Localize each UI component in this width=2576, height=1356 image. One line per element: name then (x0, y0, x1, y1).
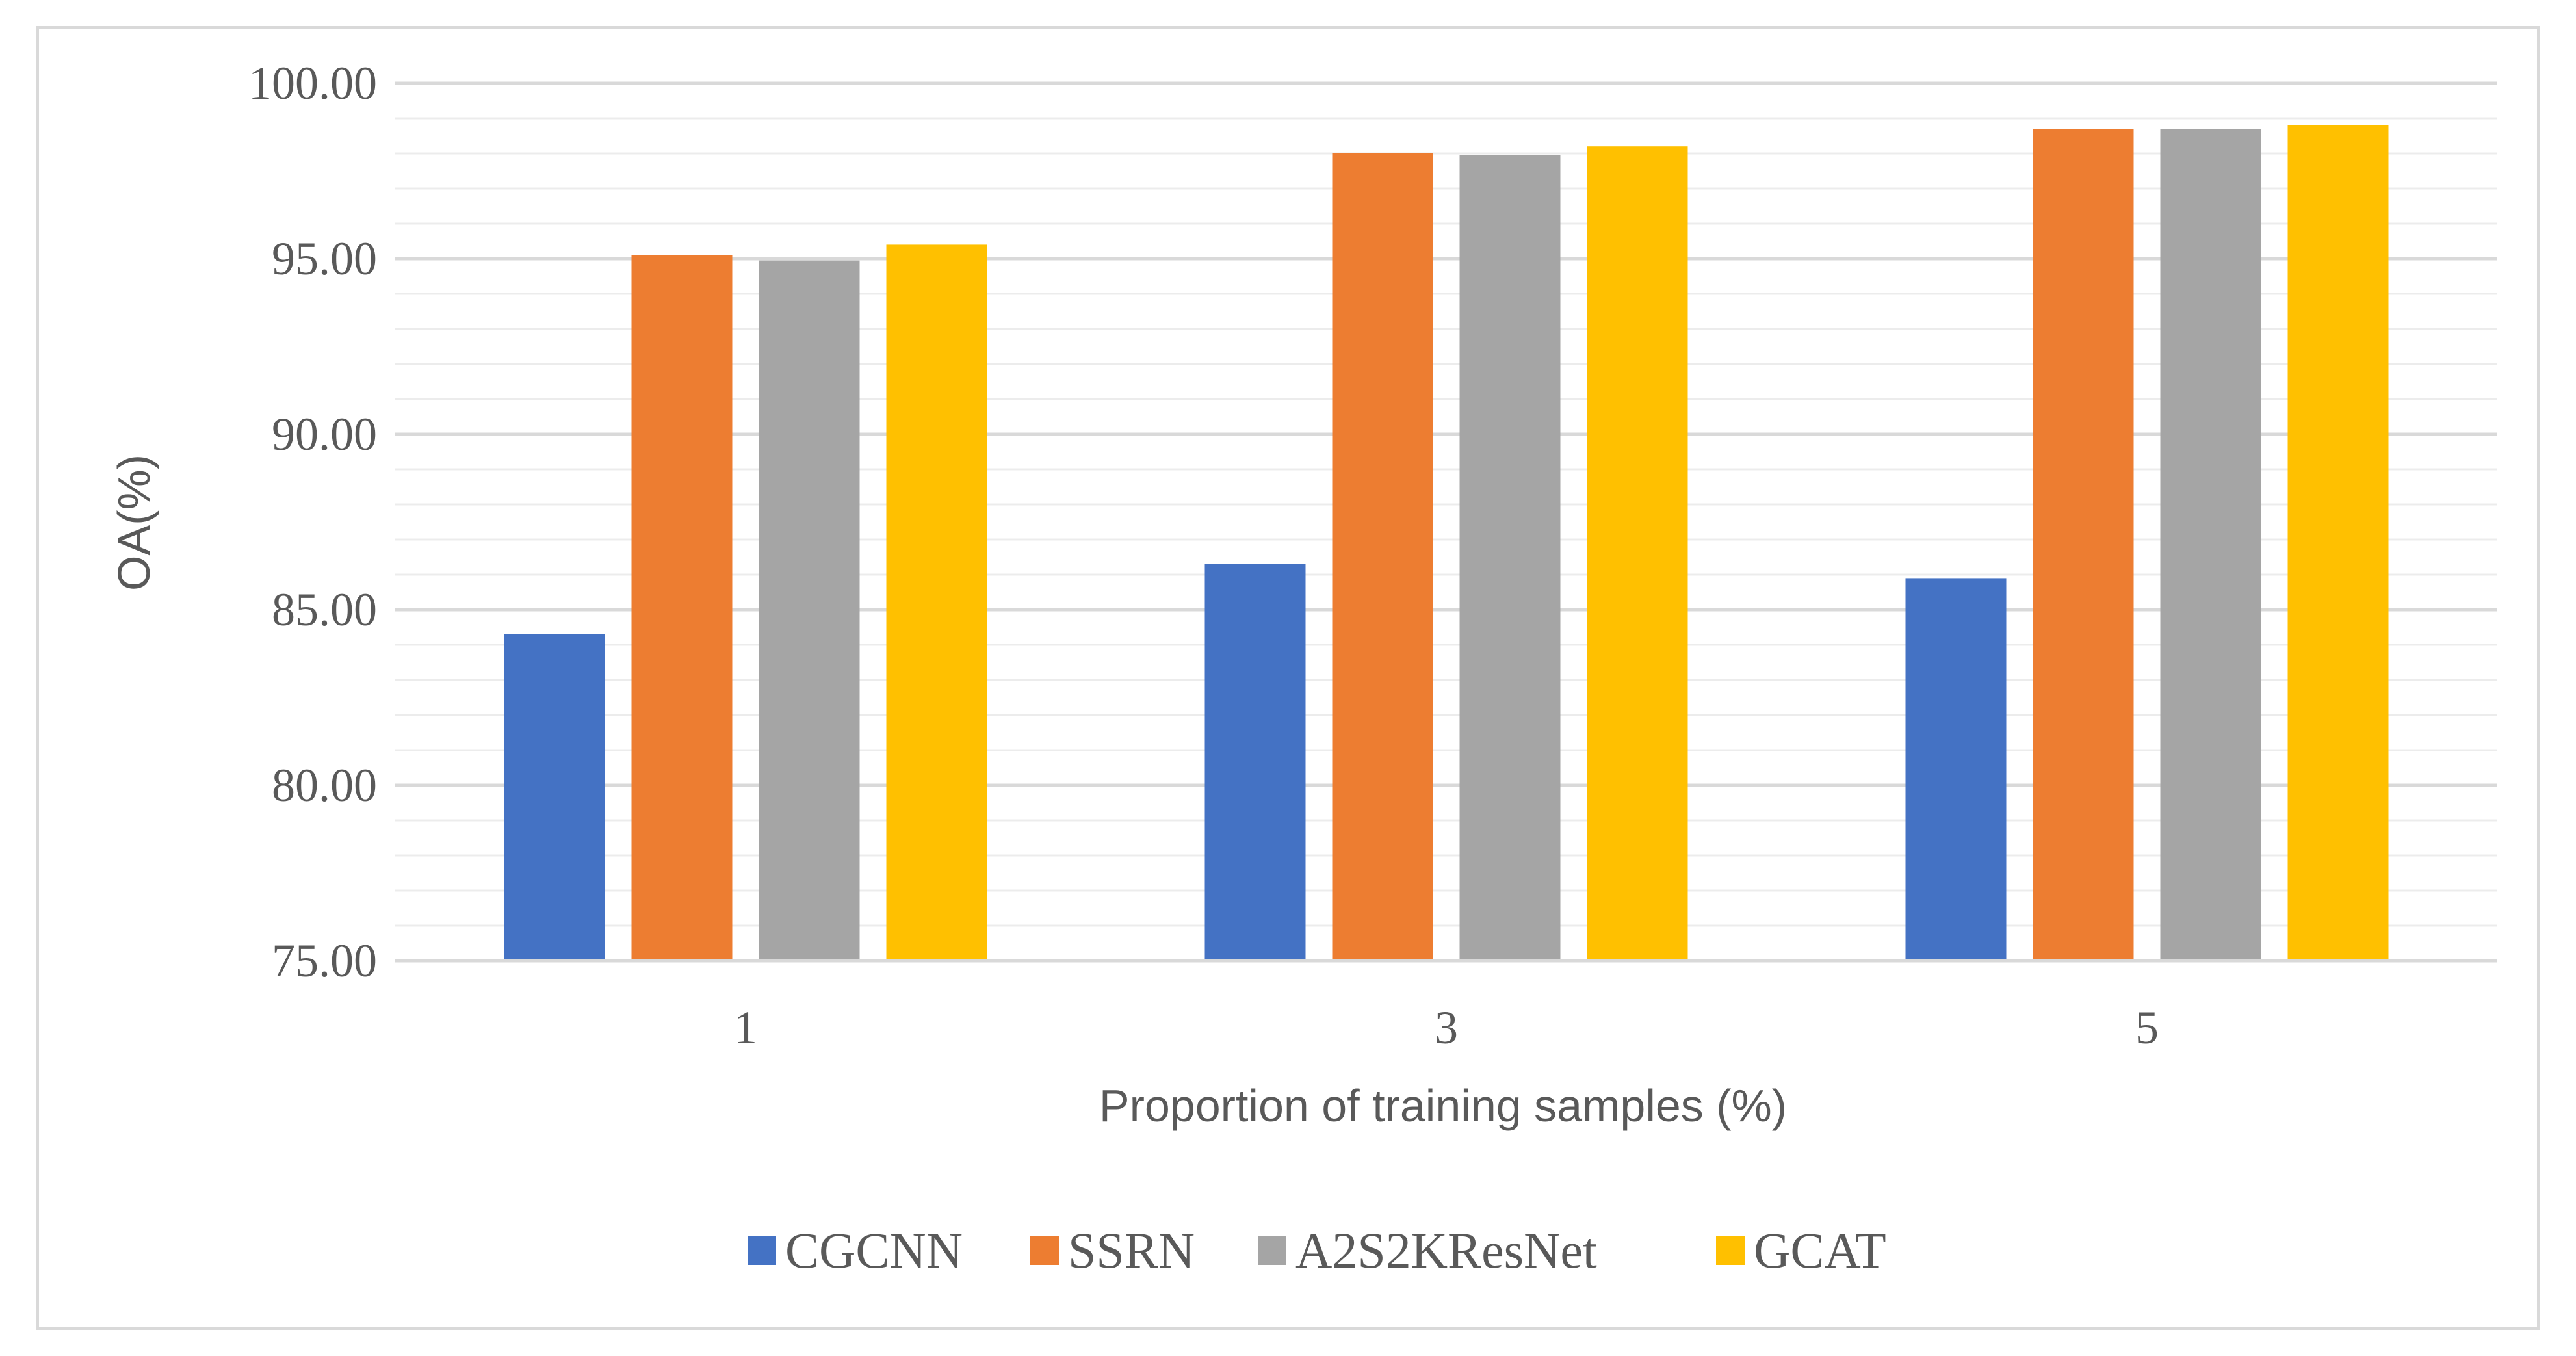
bar-gcat-3 (1587, 146, 1688, 961)
gridlines (395, 81, 2497, 927)
x-tick-labels: 1 3 5 (734, 1002, 2159, 1054)
bar-gcat-1 (886, 244, 987, 961)
legend: CGCNN SSRN A2S2KResNet GCAT (748, 1222, 1886, 1279)
y-axis-title: OA(%) (109, 454, 159, 591)
bar-cgcnn-1 (504, 634, 605, 961)
y-tick-label: 100.00 (248, 57, 377, 109)
x-tick-label: 1 (734, 1002, 757, 1054)
legend-label: SSRN (1068, 1222, 1195, 1279)
bar-cgcnn-5 (1905, 578, 2007, 961)
y-tick-labels: 75.00 80.00 85.00 90.00 95.00 100.00 (248, 57, 377, 987)
legend-swatch (1030, 1236, 1059, 1265)
bar-cgcnn-3 (1204, 564, 1306, 961)
y-tick-label: 75.00 (272, 935, 377, 987)
bar-ssrn-1 (631, 255, 733, 961)
bars (504, 125, 2389, 961)
bar-ssrn-3 (1332, 153, 1433, 961)
x-tick-label: 3 (1435, 1002, 1458, 1054)
y-tick-label: 80.00 (272, 759, 377, 811)
bar-ssrn-5 (2033, 129, 2134, 961)
bar-a2s2kresnet-1 (759, 260, 860, 961)
legend-label: A2S2KResNet (1295, 1222, 1597, 1279)
bar-a2s2kresnet-5 (2160, 129, 2261, 961)
y-tick-label: 90.00 (272, 408, 377, 460)
y-tick-label: 85.00 (272, 584, 377, 636)
bar-gcat-5 (2287, 125, 2389, 961)
legend-swatch (748, 1236, 776, 1265)
bar-a2s2kresnet-3 (1459, 155, 1561, 961)
x-tick-label: 5 (2135, 1002, 2159, 1054)
y-tick-label: 95.00 (272, 233, 377, 285)
legend-label: GCAT (1754, 1222, 1886, 1279)
legend-label: CGCNN (785, 1222, 963, 1279)
x-axis-title: Proportion of training samples (%) (1099, 1080, 1787, 1131)
legend-swatch (1258, 1236, 1286, 1265)
legend-swatch (1716, 1236, 1745, 1265)
